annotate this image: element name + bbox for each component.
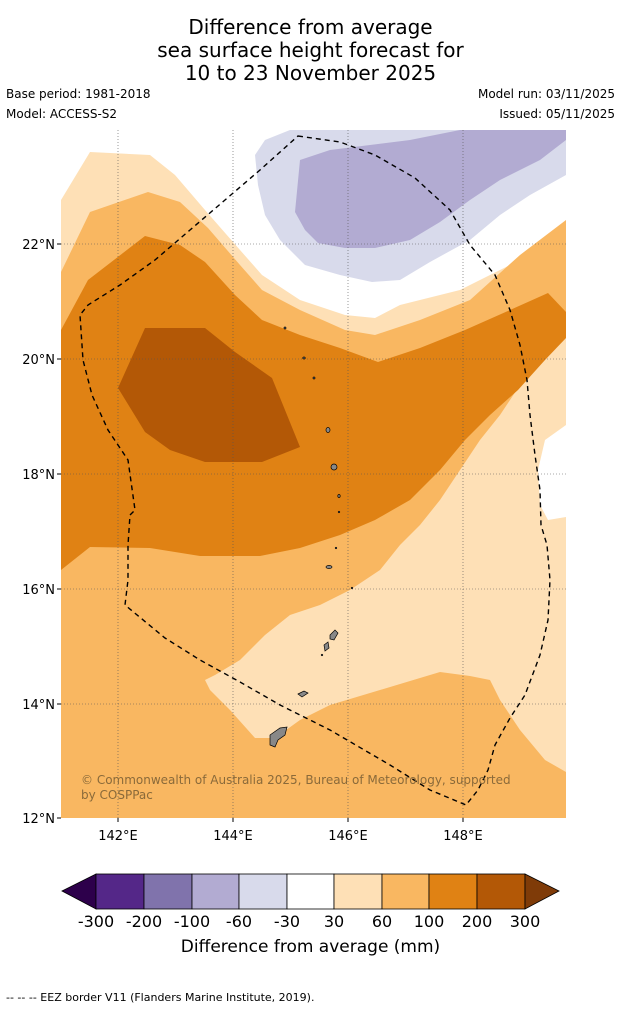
credit-line-1: © Commonwealth of Australia 2025, Bureau… <box>81 773 511 787</box>
lat-label-22: 22°N <box>22 238 55 253</box>
island <box>302 356 306 360</box>
colorbar-tick-label: 60 <box>371 912 393 931</box>
colorbar-bin-c1 <box>95 873 145 910</box>
colorbar-tick-label: 300 <box>509 912 541 931</box>
model-run-label: Model run: 03/11/2025 <box>477 87 615 101</box>
colorbar <box>61 873 560 910</box>
island <box>325 565 333 569</box>
eez-legend-note: -- -- -- EEZ border V11 (Flanders Marine… <box>6 991 315 1004</box>
colorbar-bin-c9 <box>476 873 526 910</box>
island-layer <box>269 326 354 748</box>
contour-neutral-east <box>538 425 566 520</box>
colorbar-bin-c3 <box>191 873 240 910</box>
contour-200-300 <box>118 328 300 462</box>
lat-label-12: 12°N <box>22 812 55 827</box>
title-line-3: 10 to 23 November 2025 <box>184 61 437 85</box>
contour-100-200 <box>61 236 566 570</box>
island <box>283 326 287 330</box>
copyright-credit: © Commonwealth of Australia 2025, Bureau… <box>81 773 511 803</box>
base-period-label: Base period: 1981-2018 <box>6 87 151 101</box>
island <box>325 427 331 433</box>
issued-label: Issued: 05/11/2025 <box>499 107 615 121</box>
lat-label-18: 18°N <box>22 468 55 483</box>
model-label: Model: ACCESS-S2 <box>6 107 118 121</box>
colorbar-title: Difference from average (mm) <box>180 937 441 957</box>
lat-label-14: 14°N <box>22 698 55 713</box>
colorbar-bin-c6 <box>333 873 383 910</box>
colorbar-bin-c5 <box>286 873 335 910</box>
colorbar-extend-max <box>524 873 560 910</box>
colorbar-tick-label: -60 <box>225 912 253 931</box>
colorbar-bin-c2 <box>143 873 193 910</box>
contour-minus60-100 <box>295 130 566 248</box>
lon-label-146: 146°E <box>328 829 368 844</box>
island <box>337 494 341 498</box>
colorbar-bin-c8 <box>428 873 478 910</box>
colorbar-tick-label: -30 <box>273 912 301 931</box>
island <box>330 463 338 471</box>
title-line-2: sea surface height forecast for <box>157 38 464 62</box>
island <box>334 546 338 550</box>
lon-label-144: 144°E <box>213 829 253 844</box>
chart-title: Difference from average sea surface heig… <box>0 16 621 85</box>
island-tinian <box>323 641 330 652</box>
lon-label-148: 148°E <box>443 829 483 844</box>
colorbar-bin-c4 <box>238 873 288 910</box>
title-line-1: Difference from average <box>188 15 433 39</box>
island <box>337 510 341 514</box>
forecast-map: 22°N 20°N 18°N 16°N 14°N 12°N 142°E 144°… <box>22 130 566 844</box>
island <box>350 586 354 590</box>
colorbar-tick-label: 100 <box>413 912 445 931</box>
colorbar-tick-label: 200 <box>461 912 493 931</box>
credit-line-2: by COSPPac <box>81 788 153 802</box>
island <box>320 653 324 657</box>
eez-border <box>79 135 551 806</box>
colorbar-tick-label: 30 <box>323 912 345 931</box>
colorbar-bin-c7 <box>381 873 430 910</box>
island-guam <box>269 726 288 748</box>
axis-ticks <box>57 243 464 822</box>
lat-label-20: 20°N <box>22 353 55 368</box>
colorbar-extend-min <box>61 873 97 910</box>
colorbar-tick-label: -200 <box>125 912 163 931</box>
colorbar-tick-label: -300 <box>77 912 115 931</box>
lat-label-16: 16°N <box>22 583 55 598</box>
colorbar-tick-label: -100 <box>173 912 211 931</box>
island <box>312 376 316 380</box>
island-saipan <box>329 629 339 641</box>
lon-label-142: 142°E <box>98 829 138 844</box>
island-rota <box>297 690 309 698</box>
gridlines <box>61 130 566 818</box>
